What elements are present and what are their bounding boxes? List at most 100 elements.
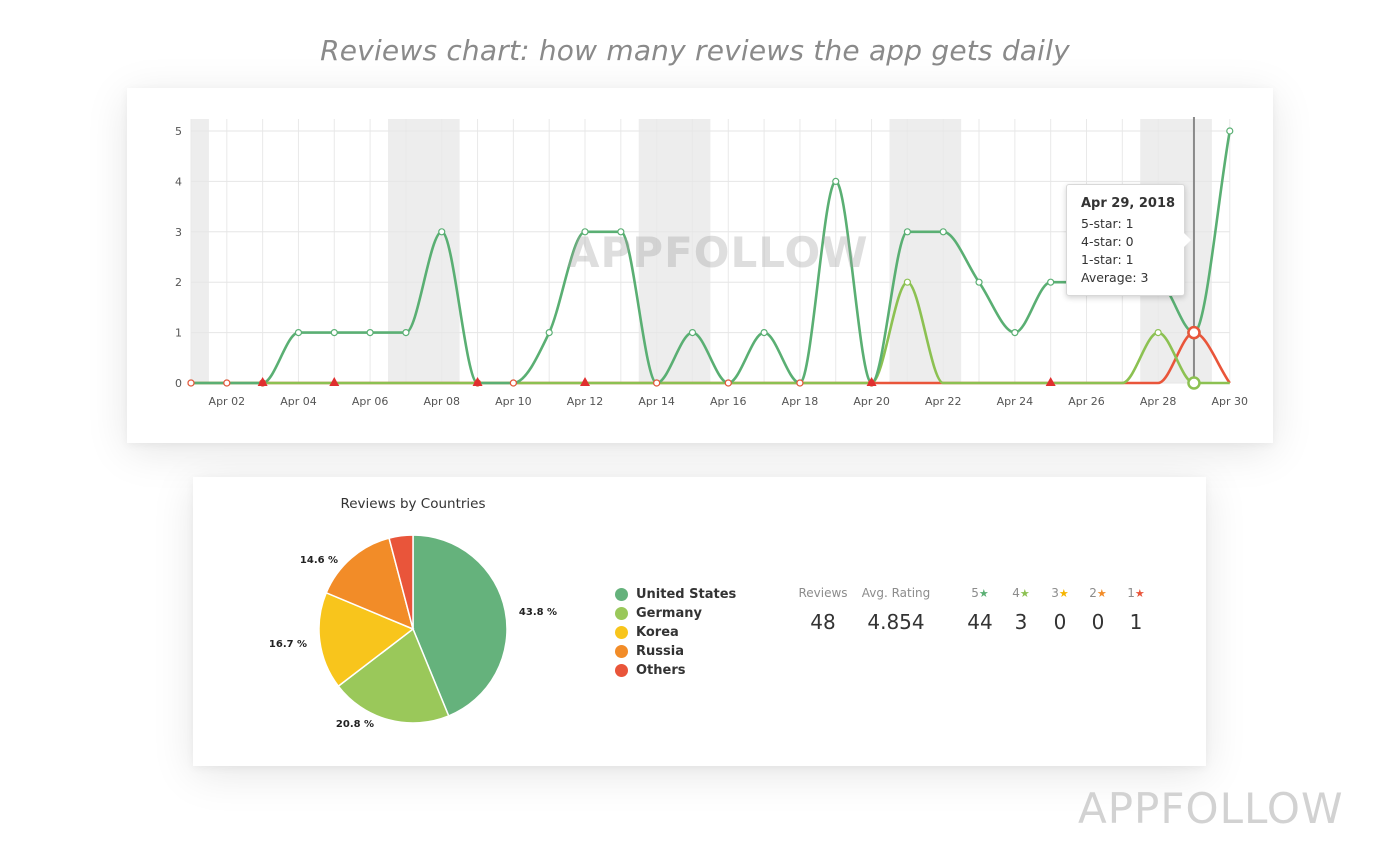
reviews-count-value: 48 <box>810 610 836 634</box>
data-point <box>1011 329 1019 337</box>
star-label-1: 1★ <box>1127 586 1145 600</box>
y-tick-label: 0 <box>175 377 182 390</box>
pie-slice <box>337 627 450 724</box>
pie-slice <box>325 537 415 631</box>
y-tick-label: 5 <box>175 125 182 138</box>
star-count-1: 1 <box>1129 610 1143 634</box>
star-number: 4 <box>1012 586 1020 600</box>
x-tick-label: Apr 14 <box>638 395 675 408</box>
pie-slice-label: 20.8 % <box>336 719 374 730</box>
data-point <box>903 278 912 286</box>
star-label-2: 2★ <box>1089 586 1107 600</box>
x-tick-label: Apr 24 <box>997 395 1034 408</box>
y-tick-label: 4 <box>175 175 182 188</box>
x-tick-label: Apr 12 <box>567 395 604 408</box>
legend-color-dot <box>615 607 628 620</box>
pie-slice-label: 43.8 % <box>519 607 557 618</box>
y-tick-label: 3 <box>175 226 182 239</box>
legend-item[interactable]: Germany <box>615 604 736 623</box>
pie-legend: United States Germany Korea Russia Others <box>615 585 736 680</box>
pie-slice <box>388 534 414 630</box>
event-marker <box>866 377 877 386</box>
legend-label: Russia <box>636 644 684 659</box>
data-point <box>760 329 768 337</box>
x-tick-label: Apr 22 <box>925 395 962 408</box>
brand-watermark: APPFOLLOW <box>1078 784 1344 833</box>
event-marker <box>257 377 268 386</box>
hover-point <box>1187 376 1201 390</box>
data-point <box>187 379 195 387</box>
star-number: 5 <box>971 586 979 600</box>
x-tick-label: Apr 20 <box>853 395 890 408</box>
tooltip-line-4-star: 4-star: 0 <box>1081 234 1134 249</box>
data-point <box>653 379 661 387</box>
data-point <box>688 329 697 337</box>
weekend-band <box>889 119 962 383</box>
legend-label: United States <box>636 587 737 602</box>
tooltip-line-5-star: 5-star: 1 <box>1081 216 1134 231</box>
data-point <box>438 228 446 236</box>
data-point <box>1154 329 1162 337</box>
weekend-band <box>191 119 209 383</box>
legend-item[interactable]: Korea <box>615 623 736 642</box>
pie-slice <box>412 534 508 717</box>
x-tick-label: Apr 18 <box>782 395 819 408</box>
countries-pie-chart: 43.8 % 20.8 % 16.7 % 14.6 % <box>269 534 557 730</box>
event-marker <box>472 377 483 386</box>
star-label-3: 3★ <box>1051 586 1069 600</box>
star-icon: ★ <box>978 587 989 600</box>
x-tick-label: Apr 30 <box>1212 395 1249 408</box>
hover-point <box>1187 325 1201 340</box>
data-point <box>1226 127 1234 135</box>
data-point <box>1047 278 1055 286</box>
x-tick-label: Apr 02 <box>209 395 246 408</box>
reviews-count-label: Reviews <box>798 586 848 600</box>
legend-label: Others <box>636 663 686 678</box>
star-number: 2 <box>1089 586 1097 600</box>
star-icon: ★ <box>1019 587 1030 600</box>
x-tick-label: Apr 16 <box>710 395 747 408</box>
tooltip-date: Apr 29, 2018 <box>1081 196 1176 211</box>
y-tick-label: 1 <box>175 327 182 340</box>
legend-item[interactable]: Russia <box>615 642 736 661</box>
y-tick-label: 2 <box>175 276 182 289</box>
star-count-5: 44 <box>967 610 993 634</box>
pie-title: Reviews by Countries <box>340 496 486 512</box>
data-point <box>832 177 840 186</box>
data-point <box>796 379 804 387</box>
data-point <box>366 329 374 337</box>
chart-tooltip: Apr 29, 2018 5-star: 1 4-star: 0 1-star:… <box>1066 184 1191 296</box>
data-point <box>939 228 947 236</box>
data-point <box>330 329 338 337</box>
pie-slice-label: 14.6 % <box>300 555 338 566</box>
data-point <box>617 228 625 236</box>
data-point <box>294 329 303 337</box>
legend-item[interactable]: Others <box>615 661 736 680</box>
data-point <box>402 329 410 337</box>
x-tick-label: Apr 08 <box>423 395 460 408</box>
legend-label: Germany <box>636 606 702 621</box>
legend-color-dot <box>615 626 628 639</box>
avg-rating-value: 4.854 <box>867 610 925 634</box>
x-tick-label: Apr 28 <box>1140 395 1177 408</box>
reviews-line-chart-card: 0 1 2 3 4 5 Apr 02 Apr 04 Apr 06 Apr 08 Apr 10 Apr … <box>127 88 1273 443</box>
data-point <box>223 379 231 387</box>
countries-pie-card: Reviews by Countries 43.8 % 20.8 % 16.7 % 1… <box>193 477 1206 766</box>
star-icon: ★ <box>1096 587 1107 600</box>
legend-color-dot <box>615 588 628 601</box>
data-point <box>903 228 912 236</box>
star-icon: ★ <box>1058 587 1069 600</box>
data-point <box>545 329 553 337</box>
legend-item[interactable]: United States <box>615 585 736 604</box>
star-number: 3 <box>1051 586 1059 600</box>
x-tick-label: Apr 06 <box>352 395 389 408</box>
weekend-band <box>638 119 711 383</box>
pie-slice <box>318 591 415 688</box>
data-point <box>581 228 589 236</box>
tooltip-line-average: Average: 3 <box>1081 270 1149 285</box>
star-count-3: 0 <box>1053 610 1067 634</box>
star-count-2: 0 <box>1091 610 1105 634</box>
tooltip-line-1-star: 1-star: 1 <box>1081 252 1134 267</box>
event-marker <box>580 377 591 386</box>
data-point <box>724 379 732 387</box>
